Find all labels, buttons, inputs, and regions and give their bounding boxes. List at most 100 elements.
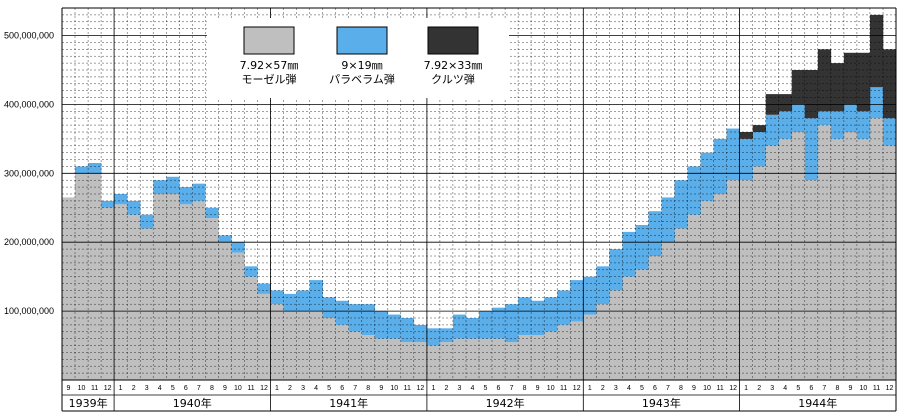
year-label-2: 1941年 <box>329 396 368 410</box>
bar-s1-2 <box>88 163 102 174</box>
month-tick-label: 3 <box>458 385 462 392</box>
bar-s0-62 <box>869 118 884 380</box>
bar-s0-52 <box>739 180 753 380</box>
legend-label-1-0: 9×19㎜ <box>341 59 382 72</box>
bar-s0-3 <box>101 207 115 380</box>
bar-s2-59 <box>830 63 845 112</box>
bar-s1-47 <box>674 180 688 229</box>
bar-s0-13 <box>231 252 245 380</box>
month-tick-label: 7 <box>197 385 201 392</box>
bar-s1-34 <box>505 304 519 343</box>
bar-s1-3 <box>101 200 115 208</box>
month-tick-label: 7 <box>510 385 514 392</box>
month-tick-label: 5 <box>640 385 644 392</box>
month-tick-label: 6 <box>809 385 813 392</box>
month-tick-label: 9 <box>692 385 696 392</box>
bar-s0-63 <box>882 145 897 380</box>
y-tick-label-3: 400,000,000 <box>4 99 54 109</box>
bar-s0-59 <box>830 138 845 380</box>
month-tick-label: 8 <box>366 385 370 392</box>
bar-s2-55 <box>778 94 793 112</box>
legend-swatch-1 <box>336 26 388 55</box>
month-tick-label: 1 <box>744 385 748 392</box>
bar-s1-41 <box>596 266 610 305</box>
bar-s0-27 <box>413 342 428 380</box>
month-tick-label: 2 <box>601 385 605 392</box>
month-tick-label: 4 <box>314 385 318 392</box>
bar-s0-7 <box>153 194 167 380</box>
month-tick-label: 2 <box>757 385 761 392</box>
month-tick-label: 12 <box>729 385 737 392</box>
month-tick-label: 6 <box>653 385 657 392</box>
bar-s1-23 <box>361 304 376 336</box>
y-tick-label-1: 200,000,000 <box>4 237 54 247</box>
month-tick-label: 4 <box>627 385 631 392</box>
bar-s0-47 <box>674 228 688 380</box>
month-tick-label: 10 <box>78 385 86 392</box>
bar-s1-54 <box>765 114 780 146</box>
year-label-1: 1940年 <box>173 396 212 410</box>
legend-label-2-0: 7.92×33㎜ <box>424 59 483 72</box>
legend-label-0-1: モーゼル弾 <box>242 73 297 86</box>
bar-s1-17 <box>283 293 297 312</box>
bar-s0-29 <box>439 342 454 380</box>
month-tick-label: 1 <box>275 385 279 392</box>
bar-s0-28 <box>426 345 441 380</box>
bar-s2-57 <box>804 70 819 119</box>
month-tick-label: 12 <box>573 385 581 392</box>
bar-s1-9 <box>179 187 193 205</box>
bar-s0-9 <box>179 204 193 380</box>
bar-s1-43 <box>622 231 636 277</box>
bar-s0-8 <box>166 194 180 380</box>
bar-s0-0 <box>62 197 76 380</box>
bar-s1-44 <box>635 225 649 270</box>
month-tick-label: 12 <box>104 385 112 392</box>
bar-s1-31 <box>465 318 480 339</box>
month-tick-label: 5 <box>796 385 800 392</box>
bar-s1-8 <box>166 176 180 194</box>
bar-s2-62 <box>869 14 884 88</box>
month-tick-label: 6 <box>184 385 188 392</box>
month-tick-label: 3 <box>770 385 774 392</box>
month-tick-label: 9 <box>223 385 227 392</box>
legend-swatch-2 <box>427 26 479 55</box>
bar-s0-15 <box>257 293 271 380</box>
bar-s0-53 <box>752 166 766 380</box>
bar-s1-12 <box>218 235 232 243</box>
month-tick-label: 9 <box>536 385 540 392</box>
month-tick-label: 11 <box>560 385 567 392</box>
month-tick-label: 11 <box>716 385 723 392</box>
bar-s0-1 <box>75 173 89 380</box>
bar-s1-11 <box>205 207 219 219</box>
bar-s1-25 <box>387 314 402 339</box>
bar-s0-61 <box>856 138 871 380</box>
bar-s2-53 <box>752 125 766 132</box>
bar-s0-41 <box>596 304 610 380</box>
month-tick-label: 7 <box>666 385 670 392</box>
month-tick-label: 12 <box>260 385 268 392</box>
month-tick-label: 11 <box>91 385 98 392</box>
year-label-4: 1943年 <box>642 396 681 410</box>
month-tick-label: 4 <box>783 385 787 392</box>
bar-s0-36 <box>531 335 545 380</box>
bar-s1-49 <box>700 152 714 201</box>
bar-s0-16 <box>270 304 284 380</box>
month-tick-label: 7 <box>822 385 826 392</box>
month-tick-label: 11 <box>404 385 411 392</box>
bar-s1-40 <box>583 276 597 315</box>
month-tick-label: 3 <box>301 385 305 392</box>
bar-s0-42 <box>609 290 623 380</box>
month-tick-label: 8 <box>523 385 527 392</box>
bar-s1-15 <box>257 283 271 294</box>
month-tick-label: 11 <box>247 385 254 392</box>
legend-label-0-0: 7.92×57㎜ <box>240 59 299 72</box>
bar-s1-10 <box>192 183 206 201</box>
bar-s1-16 <box>270 290 284 305</box>
month-tick-label: 12 <box>886 385 894 392</box>
bar-s0-37 <box>544 331 558 380</box>
bar-s1-19 <box>309 280 323 312</box>
month-tick-label: 8 <box>679 385 683 392</box>
bar-s1-28 <box>426 328 441 346</box>
bar-s1-36 <box>531 300 545 336</box>
